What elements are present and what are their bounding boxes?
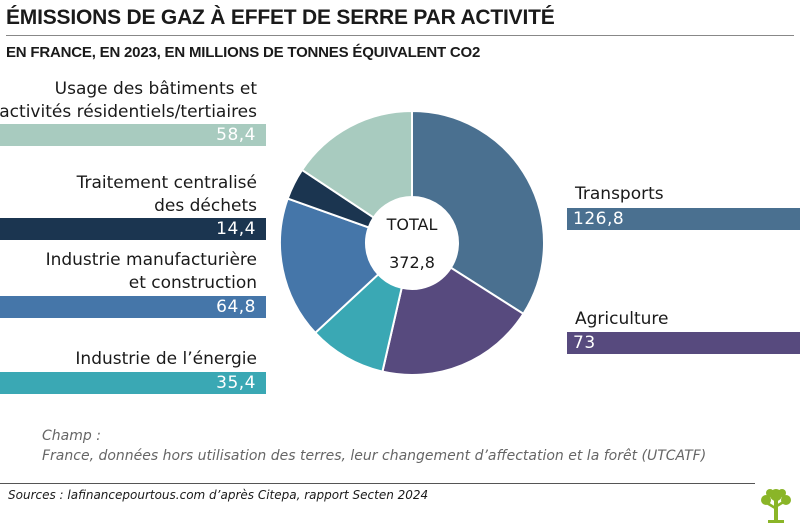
- label-dechets-line2: des déchets: [154, 196, 257, 216]
- source-text: Sources : lafinancepourtous.com d’après …: [8, 488, 429, 502]
- chart-title: ÉMISSIONS DE GAZ À EFFET DE SERRE PAR AC…: [6, 6, 555, 29]
- champ-text: France, données hors utilisation des ter…: [42, 448, 707, 464]
- bar-batiments: 58,4: [0, 124, 266, 146]
- value-agriculture: 73: [573, 333, 596, 353]
- label-industrie: Industrie manufacturière et construction: [46, 249, 257, 295]
- label-agriculture-line1: Agriculture: [575, 309, 669, 329]
- label-batiments-line2: activités résidentiels/tertiaires: [0, 102, 257, 122]
- label-transports: Transports: [575, 183, 664, 206]
- label-dechets: Traitement centralisé des déchets: [77, 172, 257, 218]
- value-industrie: 64,8: [216, 297, 256, 317]
- label-batiments: Usage des bâtiments et activités résiden…: [0, 78, 257, 124]
- bar-dechets: 14,4: [0, 218, 266, 240]
- total-value: 372,8: [389, 253, 435, 272]
- label-agriculture: Agriculture: [575, 308, 669, 331]
- label-energie: Industrie de l’énergie: [75, 348, 257, 371]
- tree-logo-icon: [761, 489, 791, 523]
- bar-energie: 35,4: [0, 372, 266, 394]
- value-energie: 35,4: [216, 373, 256, 393]
- label-batiments-line1: Usage des bâtiments et: [54, 79, 257, 99]
- label-dechets-line1: Traitement centralisé: [76, 173, 257, 193]
- source-divider: [0, 483, 755, 484]
- donut-hole: [366, 197, 458, 289]
- label-industrie-line1: Industrie manufacturière: [45, 250, 257, 270]
- label-industrie-line2: et construction: [128, 273, 257, 293]
- total-label: TOTAL: [386, 215, 438, 234]
- label-transports-line1: Transports: [575, 184, 664, 204]
- bar-agriculture: 73: [567, 332, 800, 354]
- value-transports: 126,8: [573, 209, 625, 229]
- bar-transports: 126,8: [567, 208, 800, 230]
- title-divider: [6, 35, 794, 36]
- value-batiments: 58,4: [216, 125, 256, 145]
- champ-title: Champ :: [42, 428, 101, 444]
- value-dechets: 14,4: [216, 219, 256, 239]
- label-energie-line1: Industrie de l’énergie: [75, 349, 257, 369]
- chart-subtitle: EN FRANCE, EN 2023, EN MILLIONS DE TONNE…: [6, 44, 481, 61]
- bar-industrie: 64,8: [0, 296, 266, 318]
